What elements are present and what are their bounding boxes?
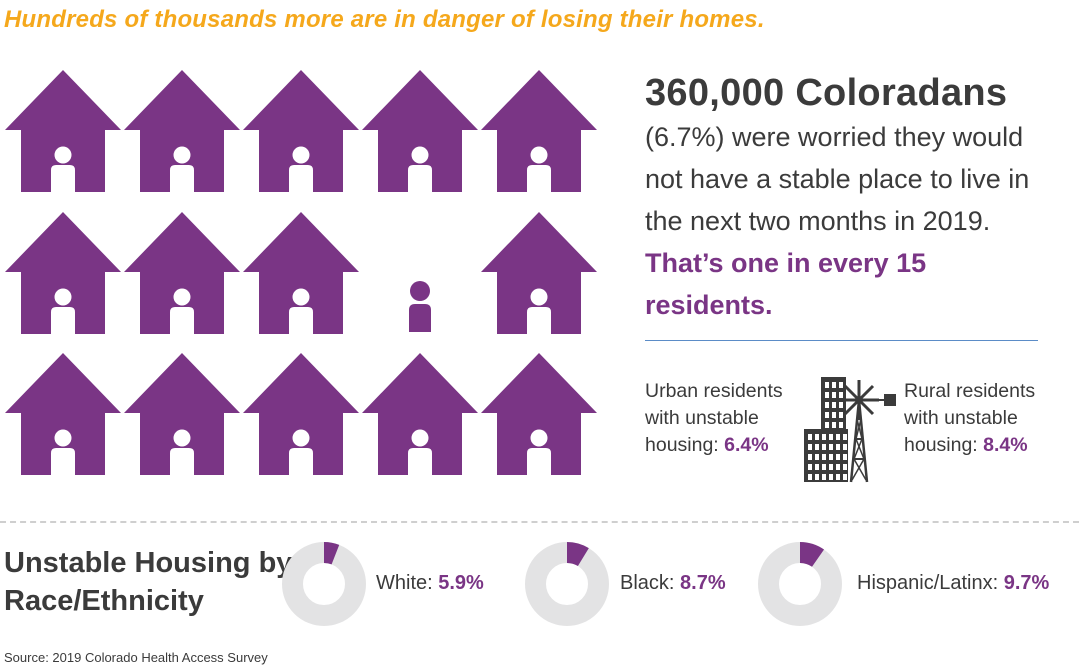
stat-headline: 360,000 Coloradans (645, 72, 1008, 114)
person-head (292, 288, 310, 306)
house-with-person-icon (5, 70, 121, 192)
stat-body: (6.7%) were worried they would not have … (645, 116, 1045, 326)
person-body (409, 304, 431, 332)
house-with-person-icon (243, 212, 359, 334)
value-black: 8.7% (680, 572, 726, 594)
house-with-person-icon (5, 353, 121, 475)
person-body (408, 165, 432, 192)
person-head (54, 288, 72, 306)
house-shape (5, 353, 121, 475)
unhoused-person-icon (409, 281, 431, 332)
donut-slice-black (567, 542, 589, 567)
windmill-icon (839, 380, 896, 483)
person-body (170, 448, 194, 475)
person-body (289, 307, 313, 334)
building-icon (804, 377, 848, 482)
person-head (411, 429, 429, 447)
house-with-person-icon (362, 70, 478, 192)
house-shape (5, 70, 121, 192)
house-shape (362, 353, 478, 475)
house-with-person-icon (5, 212, 121, 334)
label-black: Black: (620, 572, 675, 594)
person-body (51, 307, 75, 334)
source-note: Source: 2019 Colorado Health Access Surv… (4, 650, 268, 665)
person-head (173, 146, 191, 164)
urban-stat: Urban residents with unstable housing: 6… (645, 378, 795, 459)
house-shape (481, 70, 597, 192)
house-with-person-icon (124, 353, 240, 475)
house-with-person-icon (481, 353, 597, 475)
person-head (292, 429, 310, 447)
label-white: White: (376, 572, 433, 594)
house-with-person-icon (124, 212, 240, 334)
rural-stat: Rural residents with unstable housing: 8… (904, 378, 1074, 459)
house-with-person-icon (362, 353, 478, 475)
stat-emphasis: That’s one in every 15 residents. (645, 248, 927, 320)
rural-label: Rural residents with unstable housing: (904, 380, 1036, 456)
section-title: Unstable Housing by Race/Ethnicity (4, 547, 293, 617)
rural-pct: 8.4% (983, 434, 1028, 456)
person-head (530, 146, 548, 164)
urban-label: Urban residents with unstable housing: (645, 380, 783, 456)
house-shape (481, 212, 597, 334)
stat-callout: 360,000 Coloradans (6.7%) were worried t… (645, 70, 1065, 326)
person-body (170, 165, 194, 192)
house-with-person-icon (481, 70, 597, 192)
donut-white (282, 542, 366, 626)
city-and-windmill-icon (804, 377, 896, 483)
house-shape (5, 212, 121, 334)
house-with-person-icon (243, 353, 359, 475)
donut-label-white: White: 5.9% (376, 572, 484, 595)
house-shape (124, 353, 240, 475)
person-body (51, 165, 75, 192)
person-head (173, 429, 191, 447)
person-head (173, 288, 191, 306)
label-hispanic-latinx: Hispanic/Latinx: (857, 572, 999, 594)
house-with-person-icon (124, 70, 240, 192)
house-with-person-icon (481, 212, 597, 334)
donut-label-black: Black: 8.7% (620, 572, 726, 595)
donut-label-hispanic-latinx: Hispanic/Latinx: 9.7% (857, 572, 1049, 595)
divider-line (645, 340, 1038, 341)
house-shape (124, 212, 240, 334)
person-body (408, 448, 432, 475)
person-head (54, 146, 72, 164)
section-divider (0, 521, 1079, 523)
stat-description: (6.7%) were worried they would not have … (645, 122, 1030, 236)
house-shape (243, 212, 359, 334)
person-head (410, 281, 430, 301)
house-shape (481, 353, 597, 475)
person-body (170, 307, 194, 334)
person-head (54, 429, 72, 447)
person-body (527, 165, 551, 192)
house-shape (124, 70, 240, 192)
person-head (530, 429, 548, 447)
person-head (292, 146, 310, 164)
person-head (530, 288, 548, 306)
donut-slice-white (324, 542, 340, 565)
headline: Hundreds of thousands more are in danger… (4, 6, 765, 33)
donut-slice-hispanic-latinx (800, 542, 825, 567)
urban-pct: 6.4% (724, 434, 769, 456)
person-body (289, 165, 313, 192)
person-body (527, 448, 551, 475)
person-body (289, 448, 313, 475)
value-white: 5.9% (438, 572, 484, 594)
house-shape (243, 353, 359, 475)
person-body (51, 448, 75, 475)
donut-hispanic-latinx (758, 542, 842, 626)
house-shape (362, 70, 478, 192)
donut-black (525, 542, 609, 626)
house-icon-grid (5, 70, 597, 475)
house-with-person-icon (243, 70, 359, 192)
value-hispanic-latinx: 9.7% (1003, 572, 1050, 594)
person-body (527, 307, 551, 334)
house-shape (243, 70, 359, 192)
person-head (411, 146, 429, 164)
